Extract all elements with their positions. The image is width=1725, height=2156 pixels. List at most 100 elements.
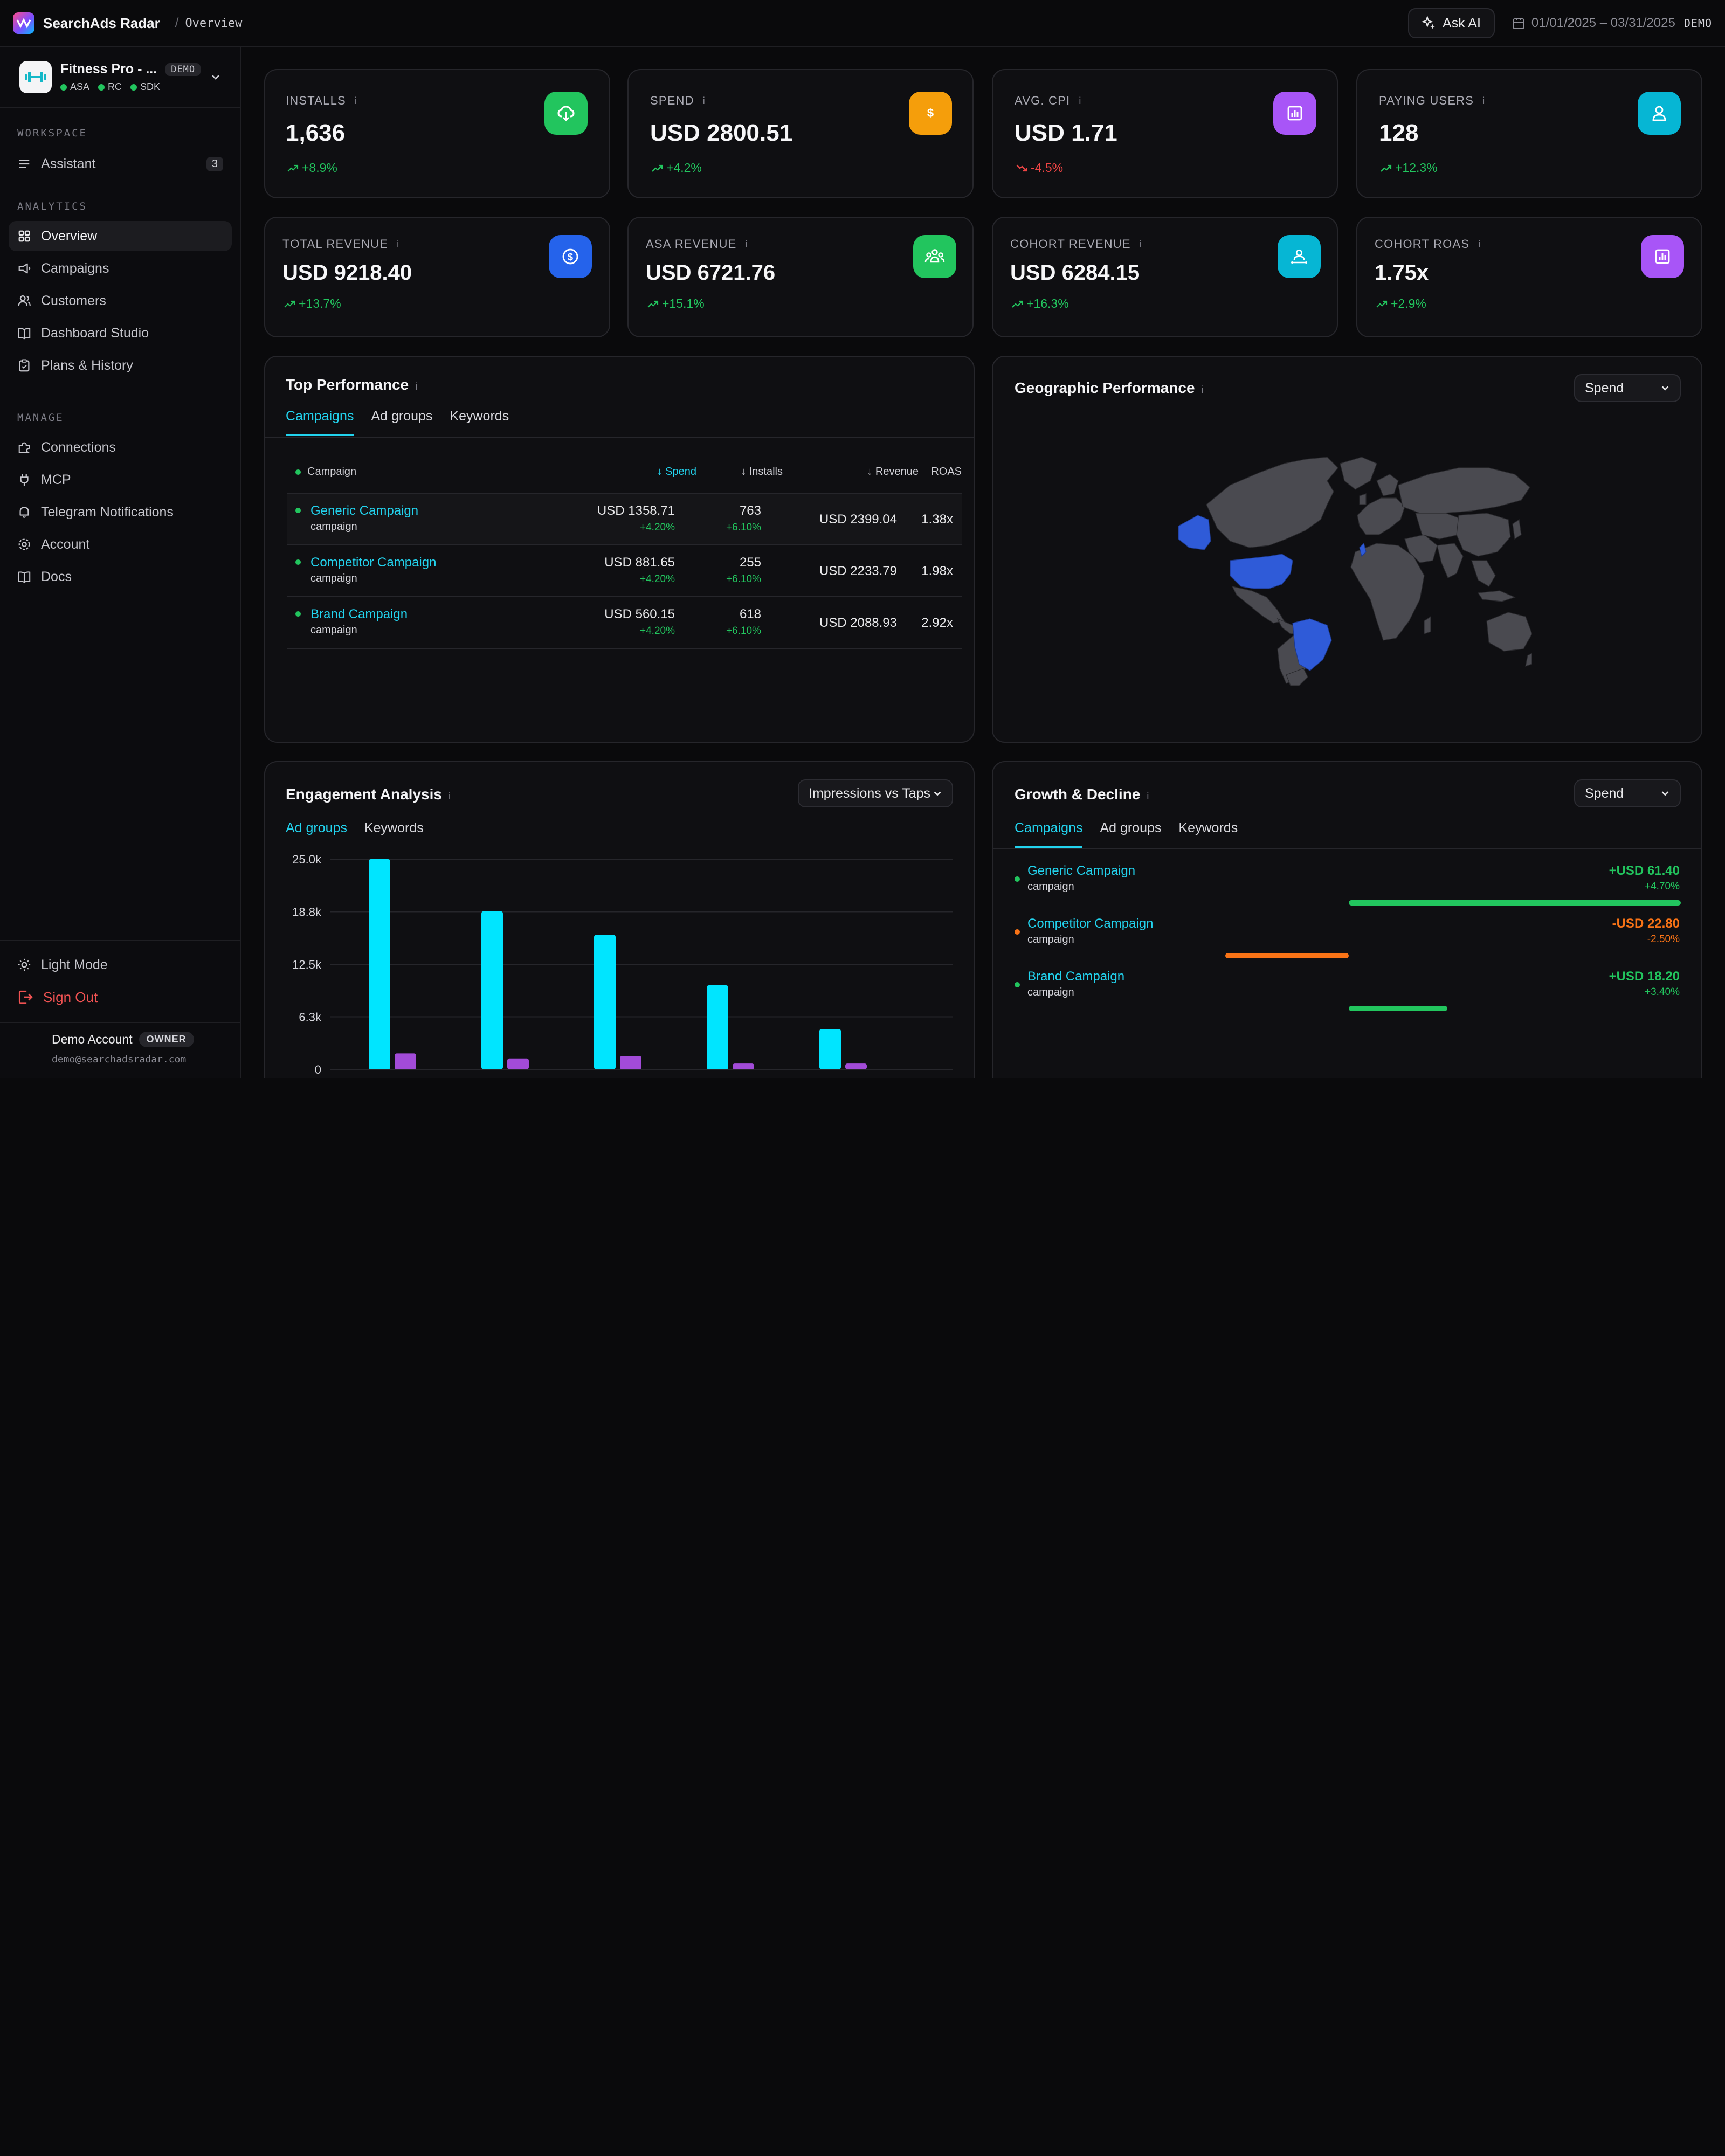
spend-delta: +4.20% bbox=[640, 522, 675, 533]
impressions-bar[interactable] bbox=[707, 985, 728, 1069]
sidebar-item-label: Docs bbox=[41, 569, 72, 584]
info-icon[interactable]: i bbox=[448, 791, 451, 801]
sidebar-item-assistant[interactable]: Assistant 3 bbox=[9, 149, 232, 179]
light-mode-toggle[interactable]: Light Mode bbox=[9, 950, 232, 980]
taps-bar[interactable] bbox=[733, 1063, 754, 1069]
column-header-campaign[interactable]: Campaign bbox=[295, 466, 356, 478]
breadcrumb-current: Overview bbox=[185, 16, 243, 30]
app-logo-icon[interactable] bbox=[13, 12, 34, 34]
info-icon[interactable]: i bbox=[702, 95, 706, 106]
impressions-bar[interactable] bbox=[819, 1029, 841, 1069]
kpi-delta: +13.7% bbox=[284, 296, 341, 311]
taps-bar[interactable] bbox=[395, 1053, 416, 1069]
sidebar-item-overview[interactable]: Overview bbox=[9, 221, 232, 251]
spend-value: USD 560.15 bbox=[604, 607, 675, 621]
growth-metric-value: Spend bbox=[1585, 785, 1624, 801]
chevron-down-icon[interactable] bbox=[210, 72, 221, 82]
map-region-new-zealand bbox=[1525, 653, 1532, 667]
campaign-name[interactable]: Brand Campaign bbox=[310, 607, 408, 621]
sidebar-item-connections[interactable]: Connections bbox=[9, 432, 232, 462]
geo-metric-value: Spend bbox=[1585, 380, 1624, 396]
campaign-name[interactable]: Competitor Campaign bbox=[310, 555, 437, 570]
revenue-value: USD 2088.93 bbox=[819, 616, 897, 630]
growth-bar bbox=[1225, 953, 1349, 958]
taps-bar[interactable] bbox=[620, 1056, 641, 1069]
growth-bar bbox=[1349, 1006, 1447, 1011]
campaign-name[interactable]: Generic Campaign bbox=[310, 503, 419, 518]
date-range-picker[interactable]: 01/01/2025 – 03/31/2025 DEMO bbox=[1512, 16, 1712, 31]
sidebar-item-campaigns[interactable]: Campaigns bbox=[9, 253, 232, 284]
y-tick-label: 0 bbox=[315, 1063, 321, 1076]
ask-ai-button[interactable]: Ask AI bbox=[1408, 8, 1495, 38]
table-row[interactable]: Brand Campaign campaign USD 560.15 +4.20… bbox=[287, 597, 962, 649]
kpi-card-paying-users: PAYING USERS i 128 +12.3% bbox=[1356, 69, 1702, 198]
column-header-revenue[interactable]: ↓ Revenue bbox=[867, 466, 919, 478]
spend-value: USD 881.65 bbox=[604, 555, 675, 570]
table-row[interactable]: Generic Campaign campaign USD 1358.71 +4… bbox=[287, 494, 962, 545]
kpi-delta: +16.3% bbox=[1011, 296, 1069, 311]
bar-chart-icon bbox=[1641, 235, 1684, 278]
impressions-bar[interactable] bbox=[369, 859, 390, 1069]
sidebar-item-dashboard-studio[interactable]: Dashboard Studio bbox=[9, 318, 232, 348]
info-icon[interactable]: i bbox=[415, 381, 418, 392]
column-header-installs[interactable]: ↓ Installs bbox=[741, 466, 783, 478]
table-row[interactable]: Competitor Campaign campaign USD 881.65 … bbox=[287, 545, 962, 597]
app-switcher[interactable]: Fitness Pro - ... DEMO ASA RC SDK bbox=[0, 47, 240, 108]
engagement-metric-select[interactable]: Impressions vs Taps bbox=[798, 779, 953, 807]
info-icon[interactable]: i bbox=[745, 238, 748, 250]
map-region-indonesia bbox=[1477, 590, 1516, 602]
sidebar-item-docs[interactable]: Docs bbox=[9, 562, 232, 592]
sidebar-item-account[interactable]: Account bbox=[9, 529, 232, 559]
tab-keywords[interactable]: Keywords bbox=[1178, 820, 1238, 835]
chevron-down-icon bbox=[1661, 791, 1669, 796]
growth-item-name[interactable]: Brand Campaign bbox=[1027, 969, 1125, 984]
geo-metric-select[interactable]: Spend bbox=[1574, 374, 1681, 402]
growth-item-name[interactable]: Competitor Campaign bbox=[1027, 916, 1154, 931]
info-icon[interactable]: i bbox=[354, 95, 358, 106]
tab-ad-groups[interactable]: Ad groups bbox=[371, 409, 433, 424]
growth-metric-select[interactable]: Spend bbox=[1574, 779, 1681, 807]
growth-item-type: campaign bbox=[1027, 881, 1074, 893]
growth-item-name[interactable]: Generic Campaign bbox=[1027, 863, 1136, 878]
info-icon[interactable]: i bbox=[1139, 238, 1143, 250]
taps-bar[interactable] bbox=[845, 1063, 867, 1069]
sidebar-item-plans-history[interactable]: Plans & History bbox=[9, 350, 232, 381]
column-header-spend[interactable]: ↓ Spend bbox=[657, 466, 696, 478]
impressions-bar[interactable] bbox=[481, 911, 503, 1069]
panel-title: Growth & Decline bbox=[1015, 786, 1141, 803]
info-icon[interactable]: i bbox=[1478, 238, 1481, 250]
tab-keywords[interactable]: Keywords bbox=[364, 820, 424, 835]
taps-bar[interactable] bbox=[507, 1058, 529, 1069]
account-info[interactable]: Demo Account OWNER demo@searchadsradar.co… bbox=[0, 1022, 240, 1078]
sidebar-item-telegram-notifications[interactable]: Telegram Notifications bbox=[9, 497, 232, 527]
dollar-icon: $ bbox=[909, 92, 952, 135]
info-icon[interactable]: i bbox=[1079, 95, 1082, 106]
tab-ad-groups[interactable]: Ad groups bbox=[286, 820, 347, 835]
sidebar-item-label: Dashboard Studio bbox=[41, 325, 149, 341]
growth-item-type: campaign bbox=[1027, 934, 1074, 945]
sidebar-item-mcp[interactable]: MCP bbox=[9, 465, 232, 495]
breadcrumb-separator: / bbox=[175, 16, 179, 30]
sign-out-button[interactable]: Sign Out bbox=[9, 982, 232, 1012]
engagement-analysis-panel: Engagement Analysis i Impressions vs Taps… bbox=[264, 761, 975, 1078]
tab-keywords[interactable]: Keywords bbox=[450, 409, 509, 424]
sidebar-item-label: Connections bbox=[41, 439, 116, 455]
tab-ad-groups[interactable]: Ad groups bbox=[1100, 820, 1162, 835]
date-range-value: 01/01/2025 – 03/31/2025 bbox=[1531, 16, 1675, 30]
sidebar-item-customers[interactable]: Customers bbox=[9, 286, 232, 316]
info-icon[interactable]: i bbox=[1482, 95, 1486, 106]
world-map[interactable] bbox=[1165, 448, 1532, 686]
app-title[interactable]: SearchAds Radar bbox=[43, 15, 160, 31]
tag-rc: RC bbox=[98, 81, 122, 93]
ask-ai-label: Ask AI bbox=[1443, 15, 1481, 31]
info-icon[interactable]: i bbox=[1201, 384, 1204, 395]
column-header-roas[interactable]: ROAS bbox=[931, 466, 962, 478]
info-icon[interactable]: i bbox=[1147, 791, 1149, 801]
tab-campaigns[interactable]: Campaigns bbox=[286, 409, 354, 436]
info-icon[interactable]: i bbox=[397, 238, 400, 250]
status-dot bbox=[295, 611, 301, 617]
sign-out-label: Sign Out bbox=[43, 989, 98, 1005]
kpi-card-installs: INSTALLS i 1,636 +8.9% bbox=[264, 69, 610, 198]
impressions-bar[interactable] bbox=[594, 935, 616, 1069]
tab-campaigns[interactable]: Campaigns bbox=[1015, 820, 1083, 848]
